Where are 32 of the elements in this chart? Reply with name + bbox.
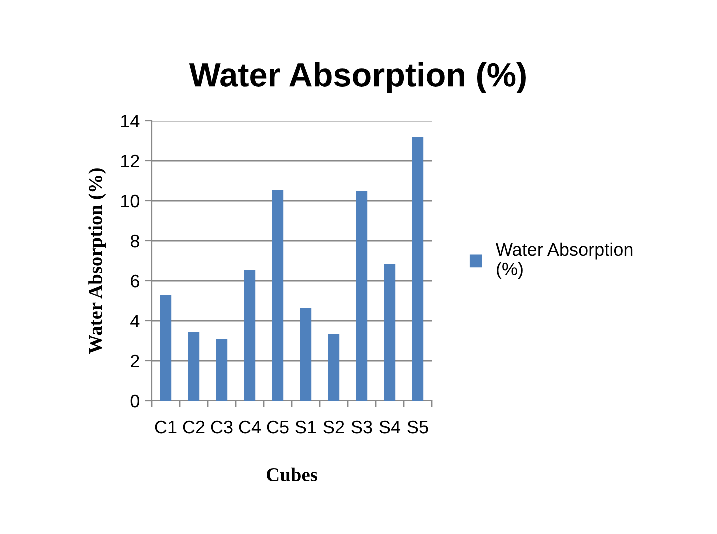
y-tick-label: 6 bbox=[131, 274, 140, 288]
bar bbox=[356, 191, 368, 401]
bar bbox=[328, 334, 340, 401]
bar bbox=[300, 308, 312, 401]
x-tick-label: S5 bbox=[408, 420, 428, 434]
y-tick-label: 0 bbox=[130, 394, 140, 408]
bar bbox=[188, 332, 200, 401]
legend-label: Water Absorption (%) bbox=[496, 242, 633, 280]
x-axis-title: Cubes bbox=[267, 468, 318, 482]
bar bbox=[412, 137, 424, 401]
y-tick-label: 14 bbox=[121, 115, 140, 128]
x-tick-label: C2 bbox=[183, 420, 205, 434]
x-tick-label: S4 bbox=[380, 420, 401, 434]
y-axis-title: Water Absorption (%) bbox=[88, 168, 106, 354]
x-tick-label: C4 bbox=[239, 420, 262, 434]
x-tick-label: S1 bbox=[296, 420, 316, 434]
bar bbox=[272, 190, 284, 401]
x-tick-label: S3 bbox=[352, 420, 372, 434]
x-tick-label: C5 bbox=[267, 420, 289, 434]
x-tick-label: C1 bbox=[155, 420, 177, 434]
bar bbox=[160, 295, 172, 401]
bar bbox=[244, 270, 256, 401]
y-tick-label: 4 bbox=[130, 315, 140, 328]
y-tick-label: 8 bbox=[130, 234, 140, 248]
chart-title: Water Absorption (%) bbox=[189, 62, 526, 94]
bar bbox=[384, 264, 396, 401]
x-tick-label: C3 bbox=[211, 420, 233, 434]
bar bbox=[216, 339, 228, 401]
y-tick-label: 10 bbox=[121, 194, 140, 208]
x-tick-label: S2 bbox=[324, 420, 344, 434]
y-tick-label: 2 bbox=[131, 354, 140, 368]
y-tick-label: 12 bbox=[121, 154, 140, 168]
